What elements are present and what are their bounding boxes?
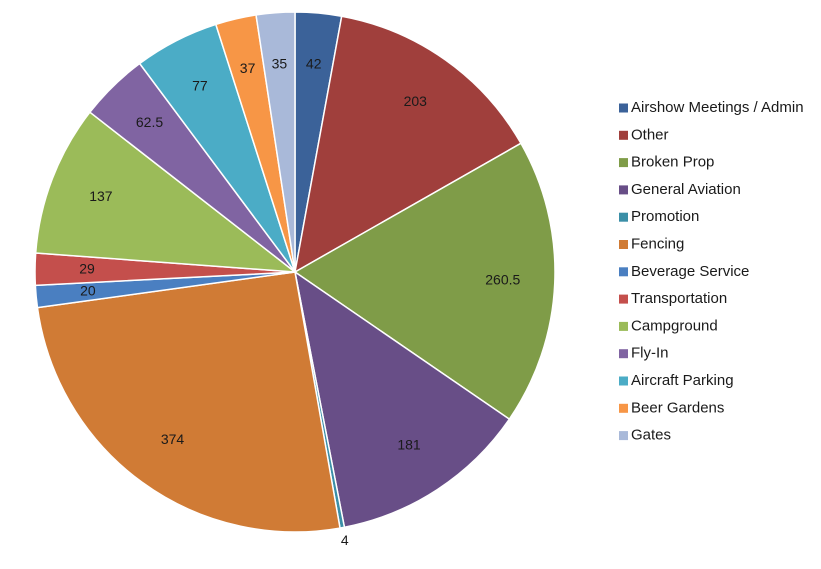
data-label: 42 (306, 56, 322, 72)
legend-item: Gates (619, 427, 671, 444)
legend-label: Beverage Service (631, 263, 749, 280)
legend-item: Beer Gardens (619, 399, 724, 416)
legend-label: Airshow Meetings / Admin (631, 99, 804, 116)
legend-item: Aircraft Parking (619, 372, 734, 389)
legend-label: General Aviation (631, 181, 741, 198)
legend-swatch (619, 267, 628, 277)
legend-item: Broken Prop (619, 154, 714, 171)
data-label: 20 (80, 282, 96, 298)
data-label: 77 (192, 78, 208, 94)
legend-item: Other (619, 126, 669, 143)
legend-swatch (619, 321, 628, 331)
legend-swatch (619, 103, 628, 113)
legend-label: Beer Gardens (631, 399, 724, 416)
data-label: 181 (397, 437, 421, 453)
legend: Airshow Meetings / Admin Other Broken Prop… (619, 99, 804, 444)
legend-label: Transportation (631, 290, 727, 307)
data-label: 260.5 (485, 271, 520, 287)
legend-swatch (619, 185, 628, 195)
pie-slice-gates (255, 11, 296, 273)
data-label: 203 (404, 93, 428, 109)
legend-label: Promotion (631, 208, 699, 225)
pie-slice-general-aviation (294, 271, 511, 529)
legend-item: Fly-In (619, 345, 669, 362)
legend-label: Aircraft Parking (631, 372, 734, 389)
legend-label: Broken Prop (631, 154, 714, 171)
legend-label: Gates (631, 427, 671, 444)
data-label: 29 (79, 261, 95, 277)
legend-swatch (619, 212, 628, 222)
legend-item: Campground (619, 317, 718, 334)
legend-swatch (619, 158, 628, 168)
legend-item: Airshow Meetings / Admin (619, 99, 804, 116)
legend-swatch (619, 403, 628, 413)
legend-swatch (619, 349, 628, 359)
legend-swatch (619, 376, 628, 386)
legend-item: General Aviation (619, 181, 741, 198)
data-label: 137 (89, 188, 113, 204)
pie-slice-other (294, 15, 522, 273)
legend-item: Beverage Service (619, 263, 749, 280)
legend-label: Fencing (631, 235, 684, 252)
legend-item: Transportation (619, 290, 727, 307)
legend-label: Campground (631, 317, 718, 334)
data-label: 4 (341, 532, 349, 548)
pie-slice-broken-prop (294, 142, 556, 420)
legend-label: Other (631, 126, 669, 143)
data-label: 37 (240, 60, 256, 76)
legend-swatch (619, 240, 628, 249)
legend-swatch (619, 294, 628, 304)
legend-swatch (619, 431, 628, 441)
legend-label: Fly-In (631, 345, 669, 362)
data-label: 62.5 (136, 114, 163, 130)
pie-data-labels: 42 203 260.5 181 4 374 20 29 137 62.5 77 37 35 (79, 55, 520, 548)
pie-slice-fencing (36, 271, 341, 533)
data-label: 374 (161, 431, 185, 447)
legend-item: Fencing (619, 235, 684, 252)
pie-slices (34, 11, 556, 533)
legend-swatch (619, 130, 628, 140)
legend-item: Promotion (619, 208, 699, 225)
data-label: 35 (272, 55, 288, 71)
pie-slice-campground (34, 111, 296, 273)
